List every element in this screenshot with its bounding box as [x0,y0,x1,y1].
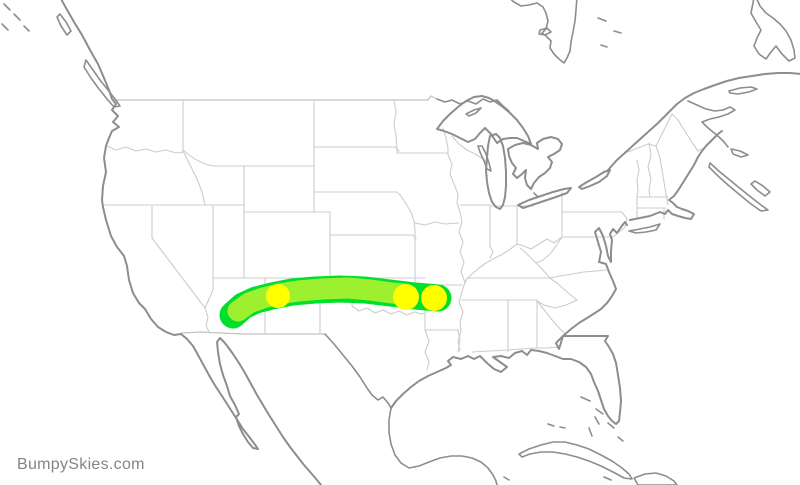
gulf-atlantic-coastline [390,221,628,425]
us-canada-border [113,95,438,101]
prince-edward-island [730,148,749,158]
nova-scotia [708,162,771,212]
hispaniola [633,472,678,485]
isle-royale [465,107,482,117]
ia-mo-border [414,221,460,226]
route-track-inner [227,277,415,322]
vancouver-island [83,59,121,108]
ky-va-border [519,247,551,279]
mississippi-river [447,154,466,352]
id-mt-border [182,149,214,167]
il-in-border [489,204,494,259]
delaware-river [612,211,628,238]
anticosti-island [728,86,758,95]
or-id-border [182,150,206,206]
jamaica [603,476,612,481]
yucatan-gulf-coastline [388,407,498,485]
missouri-river-mo-west [400,195,416,286]
mn-borders [393,99,449,154]
ga-sc-border [536,300,567,335]
lake-ontario [578,169,611,190]
us-mexico-border [180,331,325,335]
lake-michigan [485,133,507,210]
turbulence-spot [393,284,419,310]
lake-st-clair [533,192,539,198]
la-ms-border [457,329,461,353]
red-river-ok-tx [351,305,426,316]
haida-gwaii-island [56,13,72,36]
bahamas-islands [580,396,624,442]
ontario-quebec-lakes [538,17,622,48]
flight-route-layer [219,275,452,329]
nv-az-colorado-river [204,204,214,334]
ny-vt-ma-ct-border [636,159,640,219]
rio-grande-border [324,333,392,409]
gaspe-new-brunswick-coast [687,100,736,148]
nc-sc-border [536,299,578,309]
lake-superior [436,95,532,145]
sd-ne-border [313,191,402,197]
nd-sd-border [313,146,400,152]
florida-keys [547,423,566,429]
border-lakes-chain [436,98,510,112]
fl-north-border [471,346,559,353]
mn-wi-border [442,127,449,156]
ne-ks-border [329,234,417,240]
lake-huron [507,136,563,190]
tn-nc-border [549,277,578,301]
new-england-coastline [629,130,723,221]
wa-or-border [106,145,184,154]
nh-me-border [655,145,669,206]
newfoundland [750,0,796,62]
state-borders-group [102,95,705,371]
ca-nv-border [151,204,206,309]
maine-canada-border [627,113,705,153]
cuba [518,441,633,480]
cozumel-island [503,476,510,481]
pacific-coastline [60,0,322,485]
lake-erie [517,187,572,209]
watermark: BumpySkies.com [17,456,145,473]
green-bay [477,145,492,172]
long-island [628,223,661,234]
james-bay-coastline [510,0,578,64]
tx-la-border [424,329,430,371]
st-lawrence-coastline [607,72,800,171]
turbulence-spot [266,284,290,308]
alaska-panhandle-islands [1,3,30,32]
ohio-river [464,236,563,284]
wv-va-border [535,236,563,264]
vt-nh-border [647,142,652,198]
turbulence-spot [421,285,447,311]
va-nc-border [549,269,607,279]
